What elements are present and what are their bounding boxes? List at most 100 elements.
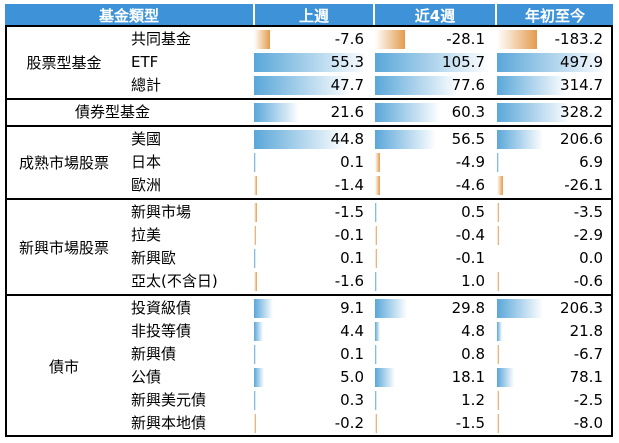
- table-row: 投資級債 9.1 29.8 206.3: [5, 297, 613, 320]
- value-label: 0.3: [340, 391, 364, 409]
- row-label: 新興本地債: [131, 414, 207, 432]
- row-label: 共同基金: [131, 30, 192, 48]
- value-cell: 1.2: [375, 390, 491, 411]
- value-cell: 206.3: [497, 298, 609, 319]
- value-cell: -1.4: [254, 175, 370, 196]
- table-row: 新興債 0.1 0.8 -6.7: [5, 343, 613, 366]
- value-label: -1.6: [334, 272, 364, 290]
- row-label: ETF: [131, 53, 159, 71]
- value-cell: 0.1: [254, 152, 370, 173]
- value-label: -0.2: [334, 414, 364, 432]
- value-label: -1.4: [334, 176, 364, 194]
- value-label: -1.5: [334, 203, 364, 221]
- value-label: -2.5: [573, 391, 603, 409]
- data-bar: [497, 203, 499, 222]
- value-label: -0.1: [455, 249, 485, 267]
- data-bar: [497, 103, 570, 122]
- value-cell: 9.1: [254, 298, 370, 319]
- value-cell: 0.1: [254, 248, 370, 269]
- group-divider: [5, 25, 613, 27]
- value-cell: 55.3: [254, 52, 370, 73]
- data-bar: [497, 76, 567, 95]
- value-cell: 328.2: [497, 102, 609, 123]
- value-cell: -0.6: [497, 271, 609, 292]
- value-cell: 18.1: [375, 367, 491, 388]
- table-row: ETF 55.3 105.7 497.9: [5, 51, 613, 74]
- data-bar: [254, 391, 256, 410]
- value-cell: 314.7: [497, 75, 609, 96]
- value-label: -0.4: [455, 226, 485, 244]
- value-label: -7.6: [334, 30, 364, 48]
- data-bar: [497, 153, 499, 172]
- value-cell: -26.1: [497, 175, 609, 196]
- table-row: 債券型基金 21.6 60.3 328.2: [5, 101, 613, 124]
- row-label: 公債: [131, 368, 162, 386]
- value-label: -0.1: [334, 226, 364, 244]
- data-bar: [497, 414, 499, 433]
- header-ytd: 年初至今: [497, 4, 613, 26]
- value-label: 206.6: [560, 130, 603, 148]
- table-row: 歐洲 -1.4 -4.6 -26.1: [5, 174, 613, 197]
- value-label: 4.4: [340, 322, 364, 340]
- data-bar: [254, 345, 256, 364]
- value-label: 0.1: [340, 345, 364, 363]
- value-cell: 6.9: [497, 152, 609, 173]
- value-label: 55.3: [330, 53, 364, 71]
- value-cell: 0.5: [375, 202, 491, 223]
- data-bar: [254, 103, 299, 122]
- data-bar: [375, 30, 405, 49]
- value-cell: 60.3: [375, 102, 491, 123]
- data-bar: [497, 368, 514, 387]
- value-label: -8.0: [573, 414, 603, 432]
- table-row: 新興市場 -1.5 0.5 -3.5: [5, 201, 613, 224]
- data-bar: [497, 30, 537, 49]
- data-bar: [375, 76, 459, 95]
- data-bar: [254, 272, 257, 291]
- group-label: 成熟市場股票: [18, 154, 109, 172]
- table-row: 拉美 -0.1 -0.4 -2.9: [5, 224, 613, 247]
- value-label: 18.1: [451, 368, 485, 386]
- value-label: 0.5: [461, 203, 485, 221]
- value-cell: 29.8: [375, 298, 491, 319]
- data-bar: [254, 130, 346, 149]
- row-label: 新興債: [131, 345, 177, 363]
- data-bar: [375, 299, 407, 318]
- row-label: 新興美元債: [131, 391, 207, 409]
- value-cell: 206.6: [497, 129, 609, 150]
- row-label: 債券型基金: [75, 103, 151, 121]
- data-bar: [254, 53, 368, 72]
- value-label: 0.1: [340, 153, 364, 171]
- value-cell: -1.6: [254, 271, 370, 292]
- table-row: 非投等債 4.4 4.8 21.8: [5, 320, 613, 343]
- value-label: -2.9: [573, 226, 603, 244]
- value-cell: -3.5: [497, 202, 609, 223]
- table-row: 亞太(不含日) -1.6 1.0 -0.6: [5, 270, 613, 293]
- value-cell: -1.5: [254, 202, 370, 223]
- value-label: 4.8: [461, 322, 485, 340]
- value-label: 6.9: [579, 153, 603, 171]
- value-cell: 0.0: [497, 248, 609, 269]
- group-label: 股票型基金: [26, 54, 102, 72]
- data-bar: [497, 322, 502, 341]
- data-bar: [375, 368, 395, 387]
- table-row: 新興歐 0.1 -0.1 0.0: [5, 247, 613, 270]
- value-cell: -8.0: [497, 413, 609, 434]
- value-label: -0.6: [573, 272, 603, 290]
- value-label: 77.6: [451, 76, 485, 94]
- data-bar: [254, 414, 256, 433]
- data-bar: [497, 345, 499, 364]
- group-divider: [5, 198, 613, 200]
- data-bar: [375, 103, 440, 122]
- data-bar: [497, 299, 543, 318]
- value-cell: -0.2: [254, 413, 370, 434]
- row-label: 美國: [131, 130, 162, 148]
- data-bar: [375, 53, 489, 72]
- value-label: 60.3: [451, 103, 485, 121]
- value-label: 105.7: [442, 53, 485, 71]
- group-divider: [5, 98, 613, 100]
- table-row: 新興美元債 0.3 1.2 -2.5: [5, 389, 613, 412]
- group-label: 新興市場股票: [18, 238, 109, 257]
- value-cell: 47.7: [254, 75, 370, 96]
- value-cell: -2.5: [497, 390, 609, 411]
- data-bar: [375, 153, 380, 172]
